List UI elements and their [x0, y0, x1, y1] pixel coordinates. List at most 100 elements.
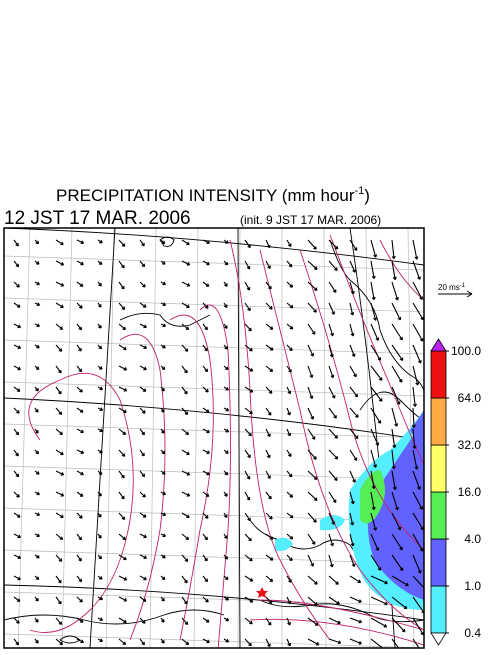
colorbar-segment — [430, 585, 447, 634]
wind-arrow — [265, 428, 271, 438]
wind-arrow — [412, 533, 424, 552]
wind-arrow — [391, 617, 406, 633]
title: PRECIPITATION INTENSITY (mm hour-1) — [56, 185, 370, 205]
wind-arrow — [370, 533, 380, 551]
wind-arrow — [328, 449, 339, 460]
wind-arrow — [34, 323, 41, 328]
wind-arrow — [34, 491, 40, 496]
wind-arrow — [97, 575, 103, 580]
wind-arrow — [76, 407, 84, 413]
wind-arrow — [307, 365, 314, 379]
wind-arrow — [223, 470, 229, 476]
wind-arrow — [160, 407, 165, 413]
wind-arrow — [307, 386, 314, 400]
wind-arrow — [160, 386, 165, 392]
wind-arrow — [307, 638, 320, 646]
wind-arrow — [13, 386, 21, 392]
wind-arrow — [370, 344, 382, 361]
wind-arrow — [139, 386, 147, 392]
wind-arrow — [139, 449, 145, 457]
precipitation-areas — [275, 410, 424, 610]
colorbar-label: 64.0 — [458, 391, 482, 405]
wind-arrow — [139, 470, 146, 478]
wind-arrow — [286, 638, 292, 647]
wind-arrow — [202, 407, 210, 413]
wind-arrow — [223, 386, 229, 391]
wind-arrow — [118, 533, 127, 541]
wind-arrow — [349, 533, 355, 547]
wind-arrow — [118, 365, 128, 371]
title-exponent: -1 — [355, 185, 365, 197]
wind-arrow — [370, 239, 378, 258]
wind-arrow — [202, 554, 208, 562]
colorbar-label: 100.0 — [451, 344, 481, 358]
wind-arrow — [265, 365, 274, 373]
wind-arrow — [265, 470, 271, 479]
wind-arrow — [55, 575, 62, 584]
wind-arrow — [223, 428, 230, 433]
wind-arrow — [76, 260, 84, 266]
wind-arrow — [160, 512, 167, 517]
wind-arrow — [97, 281, 102, 287]
wind-arrow — [160, 239, 166, 245]
wind-arrow — [307, 428, 316, 440]
wind-arrow — [97, 386, 103, 391]
valid-time: 12 JST 17 MAR. 2006 — [4, 208, 191, 229]
wind-arrow — [370, 554, 382, 571]
wind-arrow — [34, 638, 39, 644]
wind-arrow — [307, 449, 317, 460]
wind-arrow — [328, 554, 334, 568]
wind-arrow — [202, 365, 209, 373]
wind-arrow — [139, 638, 145, 646]
wind-arrow — [370, 512, 378, 531]
wind-arrow — [244, 386, 254, 393]
wind-arrow — [286, 596, 292, 605]
wind-arrow — [139, 365, 147, 371]
wind-arrow — [55, 281, 65, 287]
wind-arrow — [223, 449, 229, 454]
wind-arrow — [13, 617, 20, 624]
wind-arrow — [391, 596, 408, 610]
wind-arrow — [391, 386, 401, 405]
wind-vectors — [13, 239, 424, 648]
wind-arrow — [370, 428, 380, 446]
wind-arrow — [286, 449, 292, 458]
wind-arrow — [160, 491, 166, 496]
wind-arrow — [34, 281, 40, 286]
wind-arrow — [181, 512, 190, 519]
wind-arrow — [349, 281, 355, 295]
wind-arrow — [244, 302, 251, 312]
wind-arrow — [328, 491, 337, 503]
wind-arrow — [223, 575, 229, 581]
title-main: PRECIPITATION INTENSITY (mm hour — [56, 186, 355, 205]
wind-arrow — [34, 575, 40, 581]
wind-arrow — [160, 554, 166, 559]
wind-arrow — [412, 638, 420, 648]
wind-arrow — [118, 302, 126, 310]
wind-arrow — [160, 533, 167, 538]
wind-arrow — [370, 449, 378, 468]
wind-arrow — [328, 365, 335, 379]
wind-arrow — [76, 617, 84, 623]
wind-arrow — [412, 386, 417, 407]
wind-arrow — [118, 575, 128, 581]
wind-arrow — [76, 638, 84, 644]
wind-arrow — [76, 302, 83, 309]
wind-arrow — [391, 260, 397, 280]
wind-arrow — [76, 365, 83, 373]
colorbar-segment — [430, 397, 447, 446]
wind-scale-label: 20 ms-1 — [438, 283, 466, 292]
wind-arrow — [307, 260, 318, 270]
wind-arrow — [160, 470, 166, 475]
wind-scale-text: 20 ms — [438, 283, 460, 292]
wind-arrow — [223, 344, 228, 350]
wind-arrow — [34, 239, 40, 245]
wind-arrow — [97, 344, 103, 350]
wind-arrow — [202, 512, 209, 519]
colorbar-below — [430, 632, 447, 646]
wind-arrow — [307, 239, 317, 250]
wind-arrow — [181, 449, 190, 456]
wind-arrow — [328, 386, 336, 399]
wind-arrow — [202, 533, 208, 541]
